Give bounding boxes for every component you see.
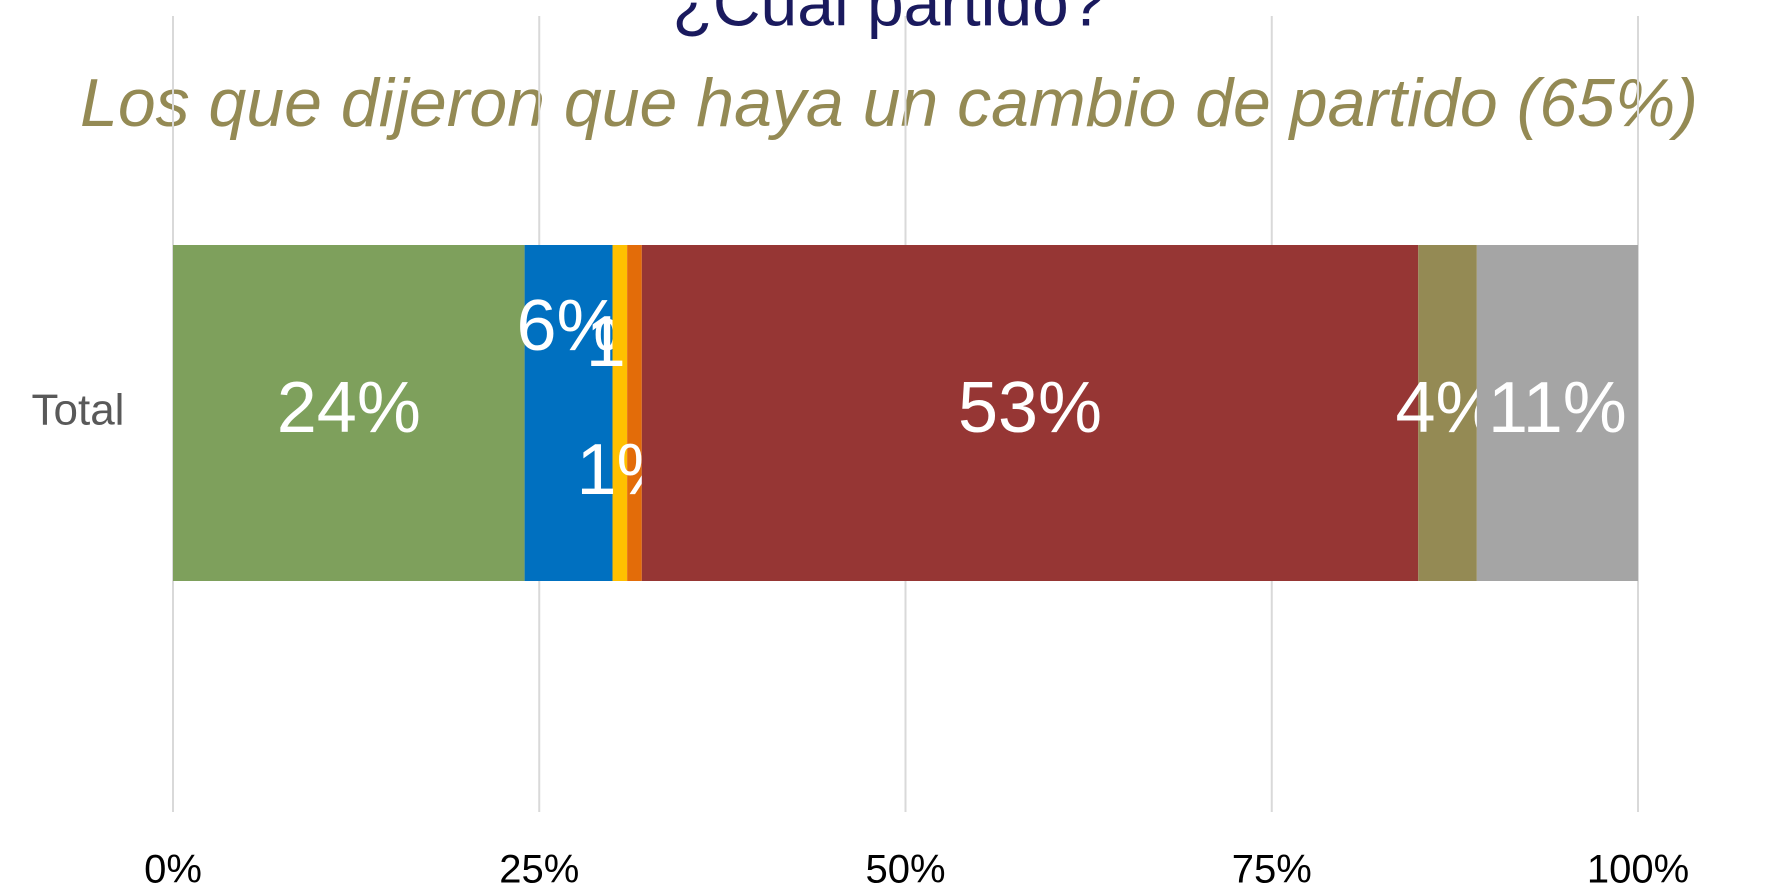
- bar-segment: [524, 245, 613, 581]
- chart-title: ¿Cuál partido?: [673, 0, 1106, 39]
- data-label: 53%: [958, 368, 1102, 448]
- bar-segment: [1476, 245, 1638, 581]
- data-label: 11%: [1488, 368, 1627, 448]
- y-tick-label: Total: [32, 386, 125, 435]
- x-tick-label: 50%: [865, 848, 945, 886]
- chart-subtitle: Los que dijeron que haya un cambio de pa…: [80, 65, 1698, 141]
- data-label: 6%: [517, 286, 621, 366]
- x-tick-label: 75%: [1232, 848, 1312, 886]
- bar-segment: [627, 245, 642, 581]
- bar-segment: [173, 245, 525, 581]
- x-tick-label: 100%: [1587, 848, 1689, 886]
- bar-segment: [641, 245, 1419, 581]
- data-label: 24%: [277, 368, 421, 448]
- x-tick-label: 25%: [499, 848, 579, 886]
- bar-segment: [1418, 245, 1477, 581]
- bar-segment: [612, 245, 628, 581]
- x-tick-label: 0%: [144, 848, 202, 886]
